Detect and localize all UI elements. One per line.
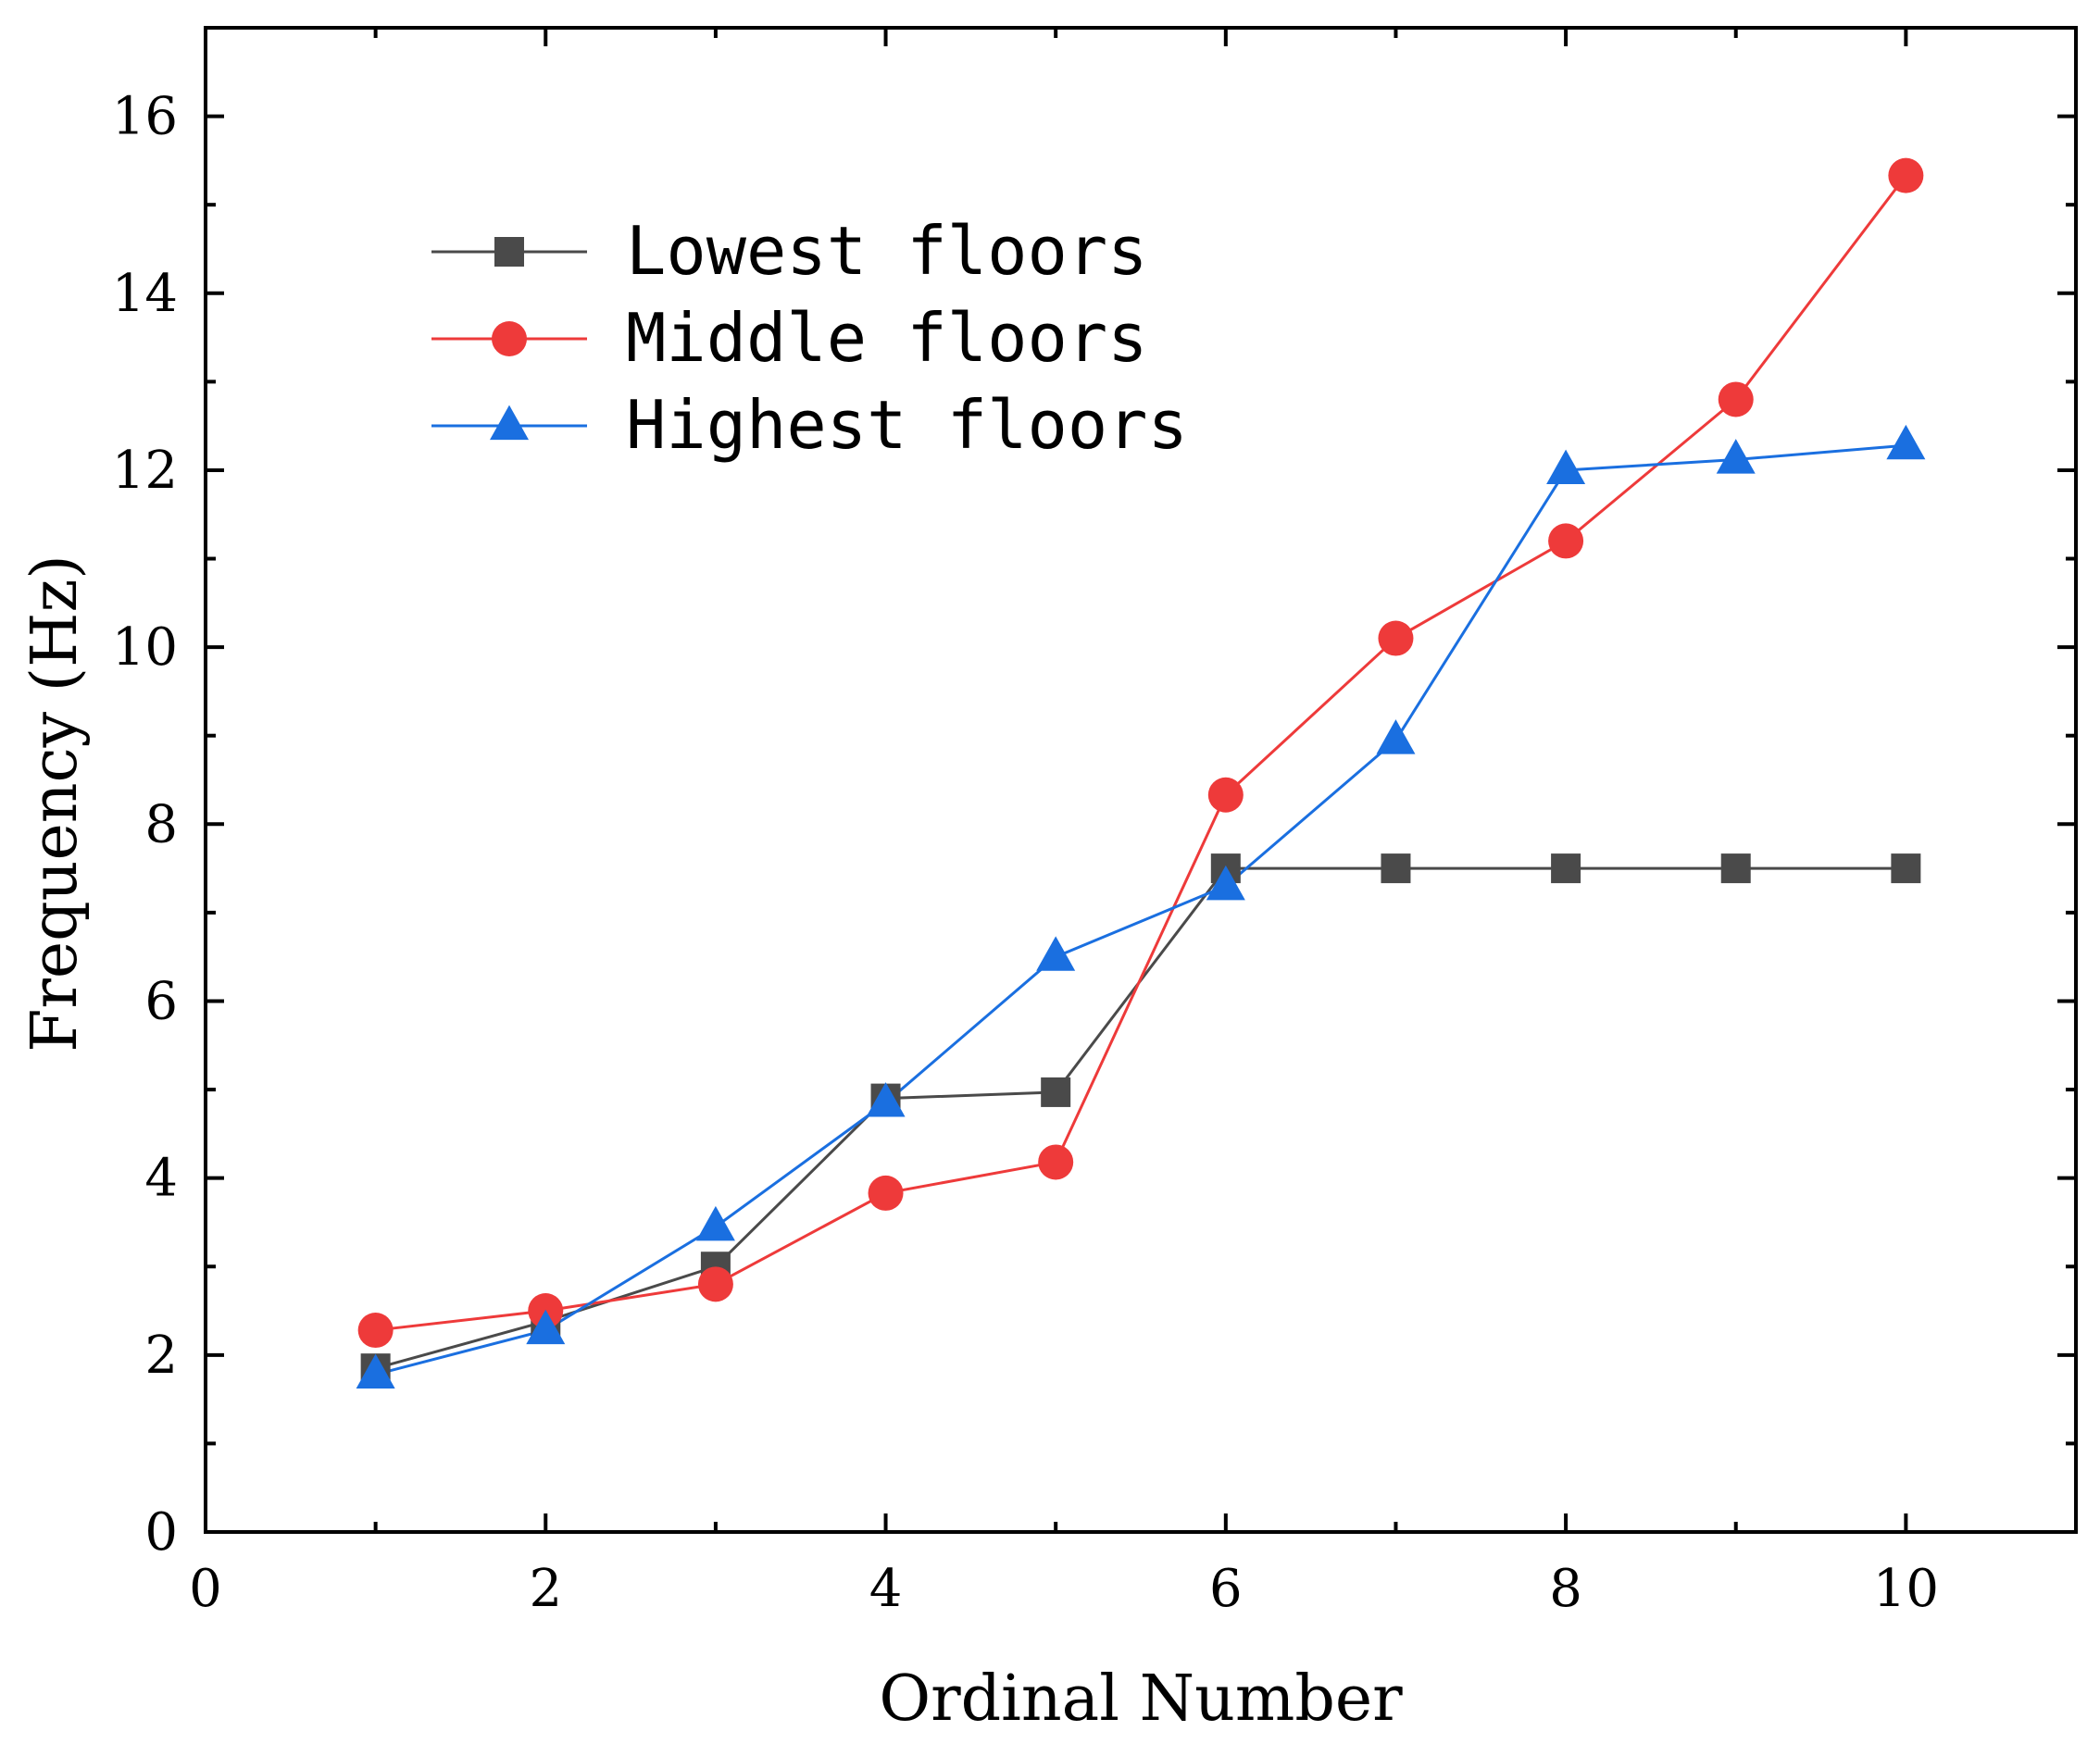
y-axis-title: Frequency (Hz)	[19, 554, 92, 1052]
y-tick-label: 8	[144, 794, 178, 854]
data-point-0	[1041, 1077, 1071, 1107]
data-point-0	[1381, 853, 1411, 884]
data-point-2	[1376, 719, 1416, 754]
series-line-2	[375, 443, 1906, 1376]
legend-marker	[490, 405, 529, 441]
data-point-1	[1718, 381, 1754, 417]
data-point-2	[1206, 865, 1245, 901]
data-point-2	[1546, 449, 1586, 485]
y-tick-label: 16	[112, 87, 178, 147]
legend-marker	[492, 321, 527, 356]
data-point-1	[1548, 523, 1584, 559]
x-tick-label: 8	[1549, 1559, 1582, 1619]
data-point-2	[1886, 424, 1926, 460]
legend-marker	[494, 237, 524, 267]
legend-label: Middle floors	[626, 299, 1148, 377]
series-markers	[356, 157, 1926, 1389]
x-tick-label: 6	[1209, 1559, 1243, 1619]
y-tick-label: 4	[144, 1149, 178, 1209]
x-tick-label: 2	[529, 1559, 562, 1619]
y-tick-label: 14	[112, 264, 178, 324]
data-point-1	[1378, 620, 1414, 656]
data-point-0	[1891, 853, 1921, 884]
axes	[204, 26, 2078, 1534]
series-line-1	[375, 174, 1907, 1332]
x-axis-title: Ordinal Number	[879, 1663, 1403, 1736]
data-point-1	[697, 1266, 733, 1302]
legend-label: Lowest floors	[626, 212, 1148, 290]
data-point-2	[695, 1205, 735, 1241]
data-point-0	[1551, 853, 1581, 884]
data-point-2	[1716, 439, 1756, 474]
series-lines	[375, 174, 1907, 1376]
legend: Lowest floors Middle floors Highest floors	[431, 212, 1188, 464]
data-point-1	[1888, 157, 1924, 193]
x-tick-label: 4	[869, 1559, 903, 1619]
plot-frame	[204, 26, 2078, 1534]
data-point-1	[1038, 1144, 1074, 1180]
legend-label: Highest floors	[626, 386, 1188, 464]
x-tick-label: 10	[1873, 1559, 1939, 1619]
data-point-2	[866, 1082, 906, 1117]
y-tick-label: 10	[112, 617, 178, 678]
x-tick-label: 0	[189, 1559, 222, 1619]
y-tick-label: 0	[144, 1502, 178, 1563]
data-point-1	[1207, 777, 1244, 813]
data-point-0	[1720, 853, 1751, 884]
data-point-2	[1036, 936, 1076, 971]
y-tick-label: 2	[144, 1326, 178, 1386]
data-point-2	[356, 1353, 395, 1389]
data-point-1	[868, 1175, 904, 1211]
ticks: 0 2 4 6 8 10 0 2 4 6 8 10 12 14 16	[112, 26, 2078, 1619]
y-tick-label: 6	[144, 971, 178, 1031]
data-point-1	[357, 1313, 394, 1349]
data-point-2	[526, 1309, 566, 1345]
y-tick-label: 12	[112, 441, 178, 501]
